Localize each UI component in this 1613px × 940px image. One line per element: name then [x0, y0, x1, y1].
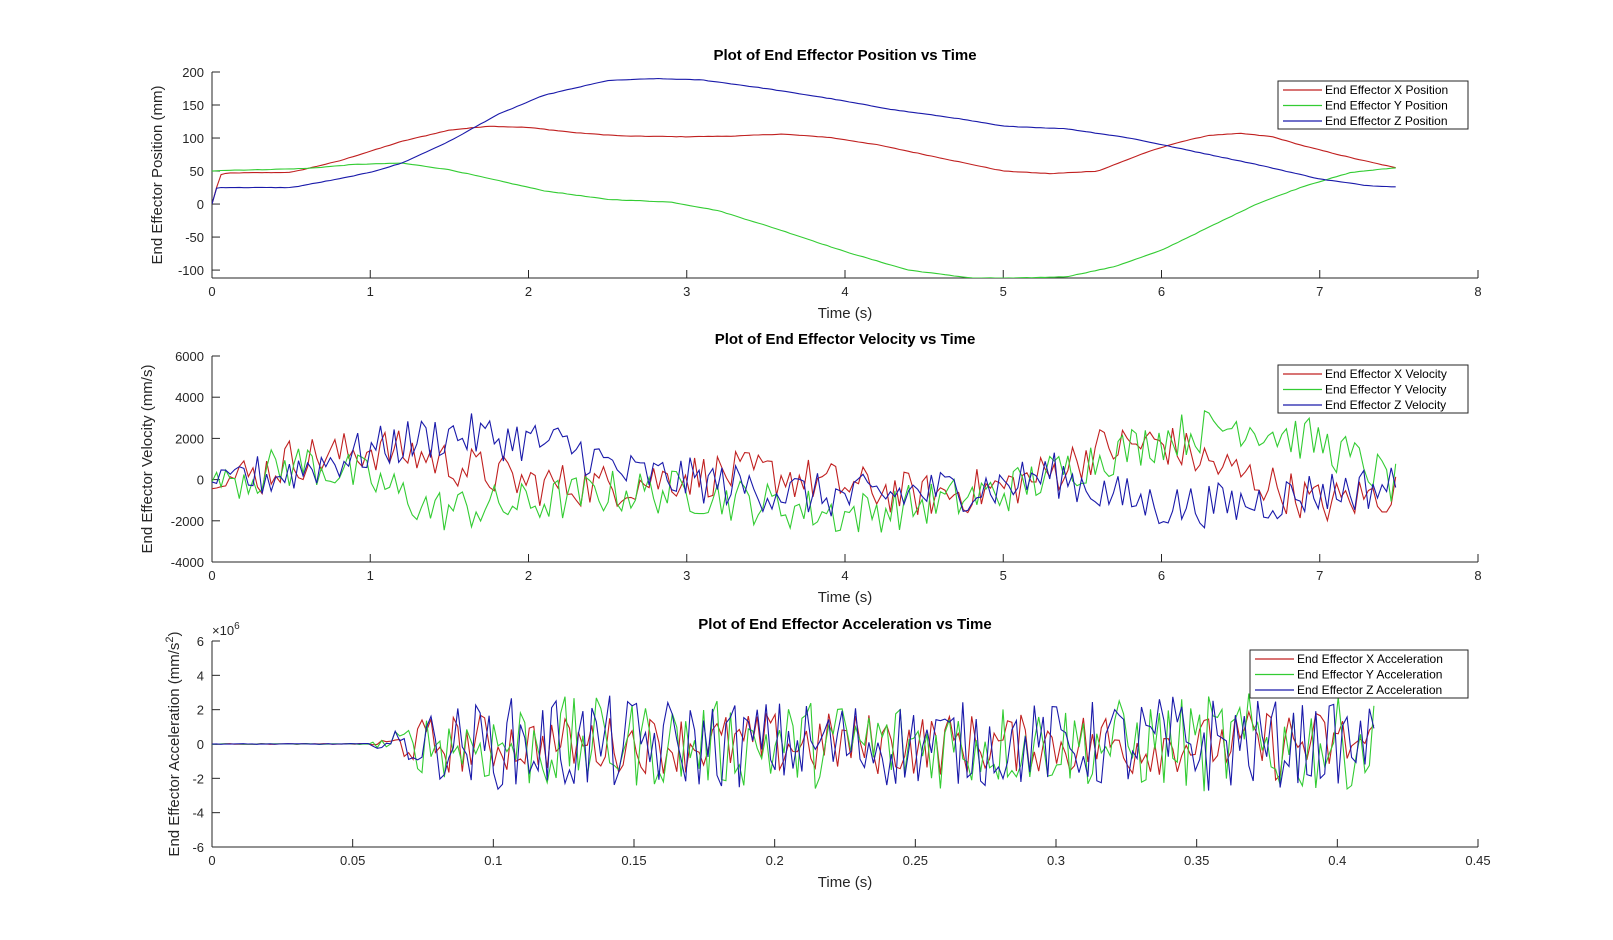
chart-title: Plot of End Effector Position vs Time [713, 47, 976, 64]
chart-title: Plot of End Effector Acceleration vs Tim… [698, 616, 991, 633]
x-tick-label: 0.4 [1328, 853, 1346, 868]
x-tick-label: 3 [683, 284, 690, 299]
y-tick-label: -4000 [171, 555, 204, 570]
legend-label: End Effector X Position [1325, 83, 1448, 97]
series-line-3 [212, 695, 1375, 791]
y-tick-label: 0 [197, 473, 204, 488]
legend-label: End Effector X Velocity [1325, 367, 1447, 381]
x-tick-label: 0 [208, 853, 215, 868]
chart-1: 0 1 2 3 4 5 6 7 8 -100 -50 0 50 100 150 200 Plot of End … [149, 47, 1482, 322]
chart-2: 0 1 2 3 4 5 6 7 8 -4000 -2000 0 2000 4000 6000 Plot of … [139, 331, 1482, 606]
exponent-base: ×10 [212, 623, 234, 638]
legend-label: End Effector Y Position [1325, 99, 1448, 113]
y-tick-label: -50 [185, 230, 204, 245]
series-line-2 [212, 410, 1397, 533]
y-tick-label: 2 [197, 703, 204, 718]
x-tick-label: 2 [525, 568, 532, 583]
x-tick-label: 5 [1000, 568, 1007, 583]
exponent-power: 6 [234, 621, 240, 632]
x-tick-label: 4 [841, 284, 848, 299]
y-tick-label: 6 [197, 634, 204, 649]
y-axis-label: End Effector Acceleration (mm/s2) [164, 631, 183, 856]
y-tick-label: 150 [182, 98, 204, 113]
y-axis-label-superscript: 2 [164, 636, 176, 642]
y-axis-label: End Effector Position (mm) [149, 86, 166, 265]
y-axis-label: End Effector Velocity (mm/s) [139, 365, 156, 554]
x-tick-label: 1 [367, 568, 374, 583]
chart-title: Plot of End Effector Velocity vs Time [715, 331, 976, 348]
x-axis-label: Time (s) [818, 305, 872, 322]
chart-3: 0 0.05 0.1 0.15 0.2 0.25 0.3 0.35 0.4 0.45 -6 -4 -2 0… [164, 616, 1491, 891]
x-tick-label: 0.25 [903, 853, 928, 868]
series-line-2 [212, 693, 1375, 792]
x-tick-label: 0.35 [1184, 853, 1209, 868]
x-axis-label: Time (s) [818, 874, 872, 891]
legend-label: End Effector X Acceleration [1297, 652, 1443, 666]
series-line-2 [212, 162, 1396, 278]
x-tick-label: 3 [683, 568, 690, 583]
y-tick-label: 4 [197, 668, 204, 683]
y-tick-label: -100 [178, 263, 204, 278]
legend: End Effector X Velocity End Effector Y Ve… [1277, 364, 1469, 414]
y-axis-label-main: End Effector Acceleration (mm/s [166, 643, 183, 857]
x-tick-label: 6 [1158, 284, 1165, 299]
y-tick-label: 100 [182, 131, 204, 146]
x-tick-label: 0.45 [1465, 853, 1490, 868]
y-tick-label: 2000 [175, 431, 204, 446]
series-line-1 [212, 125, 1396, 205]
x-tick-label: 7 [1316, 568, 1323, 583]
y-tick-label: -6 [192, 840, 204, 855]
x-tick-label: 8 [1474, 568, 1481, 583]
series-line-3 [212, 77, 1396, 205]
y-tick-label: -4 [192, 806, 204, 821]
series-line-3 [212, 413, 1397, 530]
y-tick-label: 200 [182, 65, 204, 80]
x-tick-label: 0.3 [1047, 853, 1065, 868]
legend-label: End Effector Y Acceleration [1297, 668, 1442, 682]
y-tick-label: 0 [197, 197, 204, 212]
x-tick-label: 0.05 [340, 853, 365, 868]
x-tick-label: 2 [525, 284, 532, 299]
y-tick-label: 50 [190, 164, 204, 179]
x-tick-label: 0 [208, 284, 215, 299]
x-tick-label: 1 [367, 284, 374, 299]
x-tick-label: 7 [1316, 284, 1323, 299]
legend-label: End Effector Z Position [1325, 114, 1448, 128]
x-tick-label: 0.1 [484, 853, 502, 868]
x-axis-label: Time (s) [818, 589, 872, 606]
legend-label: End Effector Z Velocity [1325, 398, 1446, 412]
legend-label: End Effector Z Acceleration [1297, 683, 1442, 697]
x-tick-label: 6 [1158, 568, 1165, 583]
x-tick-label: 5 [1000, 284, 1007, 299]
x-tick-label: 0.15 [621, 853, 646, 868]
y-axis-label-suffix: ) [166, 631, 183, 636]
legend: End Effector X Acceleration End Effector … [1249, 649, 1469, 699]
legend-label: End Effector Y Velocity [1325, 383, 1446, 397]
y-tick-label: -2000 [171, 514, 204, 529]
series-line-1 [212, 710, 1375, 782]
x-tick-label: 8 [1474, 284, 1481, 299]
y-tick-label: 6000 [175, 349, 204, 364]
exponent-label: ×106 [212, 621, 240, 638]
y-tick-label: 4000 [175, 390, 204, 405]
x-tick-label: 4 [841, 568, 848, 583]
x-tick-label: 0.2 [766, 853, 784, 868]
x-tick-label: 0 [208, 568, 215, 583]
series-line-1 [212, 428, 1397, 523]
y-tick-label: 0 [197, 737, 204, 752]
legend: End Effector X Position End Effector Y Po… [1277, 80, 1469, 130]
y-tick-label: -2 [192, 771, 204, 786]
